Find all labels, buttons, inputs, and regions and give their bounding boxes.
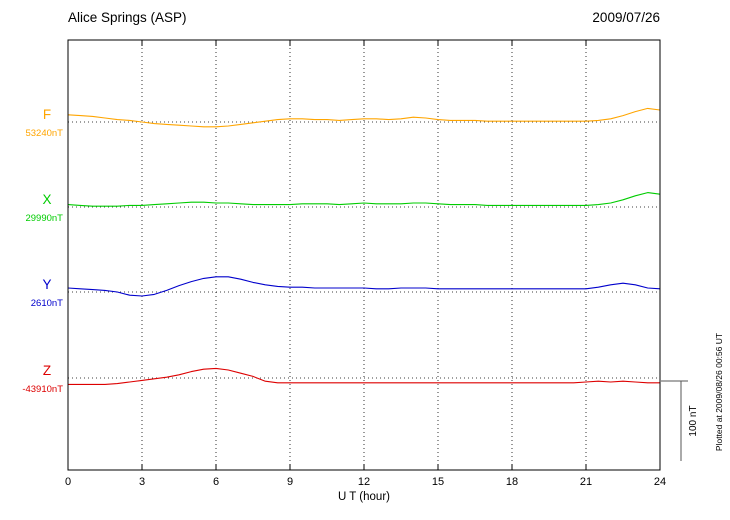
x-tick-label: 24 — [654, 476, 666, 488]
trace-Y — [67, 276, 661, 297]
x-axis-title: U T (hour) — [338, 491, 390, 503]
series-value-Y: 2610nT — [31, 298, 63, 309]
series-letter-Y: Y — [42, 277, 51, 292]
series-letter-F: F — [43, 107, 51, 122]
series-value-F: 53240nT — [25, 128, 63, 139]
date-label: 2009/07/26 — [592, 10, 660, 25]
series-value-X: 29990nT — [25, 213, 63, 224]
series-group — [67, 107, 661, 385]
trace-X — [67, 192, 661, 207]
series-labels-group: F 53240nT X 29990nT Y 2610nT Z -43910nT — [22, 107, 63, 395]
x-tick-label: 12 — [358, 476, 370, 488]
baselines-group — [68, 121, 660, 379]
x-tick-label: 18 — [506, 476, 518, 488]
plot-frame — [67, 39, 661, 471]
scale-bar: 100 nT — [661, 380, 699, 461]
trace-F — [67, 107, 661, 128]
x-tick-label: 6 — [213, 476, 219, 488]
series-value-Z: -43910nT — [22, 384, 63, 395]
series-letter-X: X — [42, 192, 51, 207]
trace-Z — [68, 367, 660, 385]
plotted-at-label: Plotted at 2009/08/26 00:56 UT — [714, 333, 724, 451]
x-tick-label: 15 — [432, 476, 444, 488]
series-letter-Z: Z — [43, 363, 51, 378]
x-tick-label: 9 — [287, 476, 293, 488]
x-tick-label: 3 — [139, 476, 145, 488]
gridlines-group — [141, 40, 587, 470]
x-tick-labels-group: 0 3 6 9 12 15 18 21 24 — [65, 476, 666, 488]
scale-bar-label: 100 nT — [688, 405, 699, 436]
x-tick-label: 0 — [65, 476, 71, 488]
x-tick-label: 21 — [580, 476, 592, 488]
station-title: Alice Springs (ASP) — [68, 10, 187, 25]
